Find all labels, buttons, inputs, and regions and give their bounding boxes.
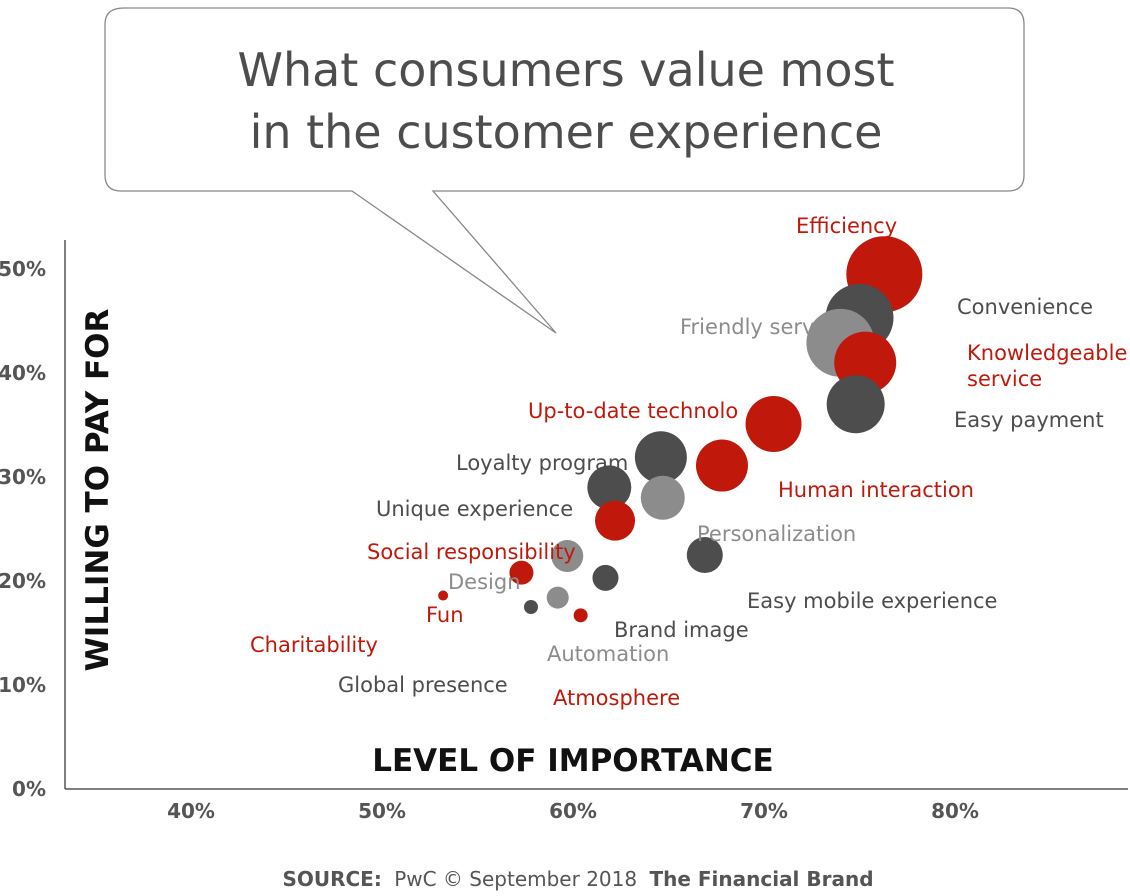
point-label: Unique experience [376,497,573,521]
y-tick-label: 30% [0,465,46,489]
y-tick-label: 0% [12,777,46,801]
x-tick-labels: 40% 50% 60% 70% 80% [167,799,979,823]
x-tick-label: 40% [167,799,215,823]
chart-title-line-1: What consumers value most [237,43,894,97]
point-label: Easy payment [954,408,1104,432]
bubble-personalization [640,475,685,520]
source-prefix: SOURCE: [282,867,381,891]
x-axis-title: LEVEL OF IMPORTANCE [372,743,774,779]
x-tick-label: 80% [931,799,979,823]
point-label: Design [448,570,521,594]
y-tick-label: 50% [0,257,46,281]
bubble-atmosphere [573,608,588,623]
point-label: Social responsibility [367,540,576,564]
y-tick-label: 40% [0,361,46,385]
bubbles-layer [438,236,923,623]
point-label: Friendly serv [680,315,814,339]
source-brand: The Financial Brand [649,867,873,891]
bubble-unique-experience [587,465,632,510]
point-label: Loyalty program [456,451,628,475]
bubble-charitability [438,590,449,601]
source-note: SOURCE: PwC © September 2018 The Financi… [282,867,873,891]
point-label: Up-to-date technolo [528,399,738,423]
point-label: Brand image [614,618,749,642]
y-tick-label: 20% [0,569,46,593]
point-label: Charitability [250,633,378,657]
point-label: Efficiency [796,214,897,238]
point-label: Global presence [338,673,508,697]
bubble-automation [546,586,569,609]
point-label: service [967,367,1042,391]
x-tick-label: 70% [740,799,788,823]
point-label: Automation [547,642,669,666]
chart-title-line-2: in the customer experience [250,105,883,159]
bubble-brand-image [592,564,619,591]
source-text: PwC © September 2018 [394,867,637,891]
point-label: Fun [426,603,464,627]
speech-bubble [104,7,1025,334]
bubble-social-responsibility [595,500,636,541]
point-label: Human interaction [778,478,974,502]
bubble-easy-payment [826,375,885,434]
x-tick-label: 60% [549,799,597,823]
point-label: Convenience [957,295,1093,319]
point-labels-layer: Efficiency Convenience Friendly serv Knowle… [250,214,1127,710]
y-axis-title: WILLING TO PAY FOR [80,308,116,671]
bubble-loyalty-programs [634,431,687,484]
point-label: Knowledgeable [967,341,1127,365]
y-tick-labels: 0% 10% 20% 30% 40% 50% [0,257,46,801]
point-label: Atmosphere [553,686,680,710]
bubble-up-to-date-technology [745,395,802,452]
bubble-easy-mobile-experience [686,537,723,573]
point-label: Personalization [697,522,856,546]
bubble-global-presence [523,600,538,614]
bubble-fun [509,560,534,585]
x-tick-label: 50% [358,799,406,823]
bubble-design [551,540,584,573]
bubble-human-interaction [695,439,748,492]
point-label: Easy mobile experience [747,589,997,613]
y-tick-label: 10% [0,673,46,697]
